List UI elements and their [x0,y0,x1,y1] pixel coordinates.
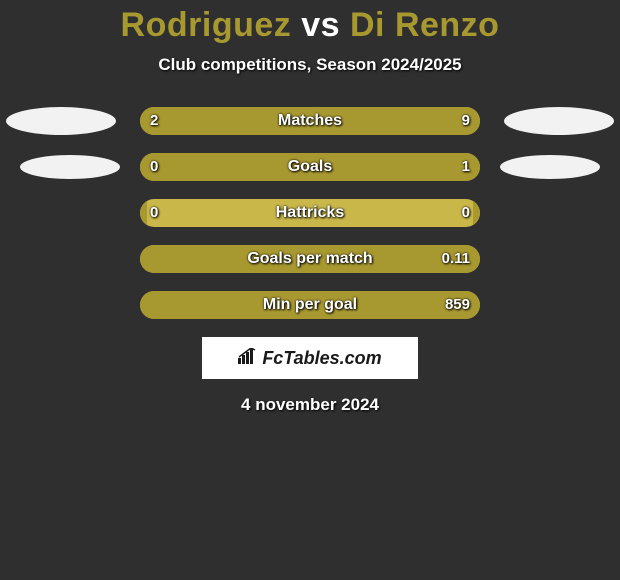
title-vs: vs [301,6,340,44]
bar-right-fill [147,245,480,273]
title-player2: Di Renzo [350,6,499,44]
bar-track [140,153,480,181]
bar-track [140,245,480,273]
brand-badge: FcTables.com [202,337,418,379]
bar-right-fill [147,153,480,181]
bar-right-fill [201,107,480,135]
player2-avatar [504,107,614,135]
bar-left-fill [140,153,147,181]
stat-row: 0.11Goals per match [0,245,620,273]
bar-left-fill [140,291,147,319]
right-value: 9 [462,107,470,135]
bar-track [140,291,480,319]
stat-row: 01Goals [0,153,620,181]
chart-icon [238,337,258,379]
right-value: 859 [445,291,470,319]
left-value: 2 [150,107,158,135]
right-value: 0 [462,199,470,227]
comparison-infographic: Rodriguez vs Di Renzo Club competitions,… [0,0,620,580]
bar-track [140,199,480,227]
stat-row: 29Matches [0,107,620,135]
title-player1: Rodriguez [121,6,292,44]
left-value: 0 [150,153,158,181]
right-value: 0.11 [442,245,470,273]
player1-avatar [6,107,116,135]
bar-right-fill [147,291,480,319]
brand-text: FcTables.com [262,348,381,368]
player2-avatar [500,155,600,179]
bar-left-fill [140,245,147,273]
stat-row: 859Min per goal [0,291,620,319]
bar-right-fill [473,199,480,227]
comparison-chart: 29Matches01Goals00Hattricks0.11Goals per… [0,107,620,319]
right-value: 1 [462,153,470,181]
subtitle: Club competitions, Season 2024/2025 [0,55,620,75]
date-text: 4 november 2024 [0,395,620,415]
bar-left-fill [140,199,147,227]
page-title: Rodriguez vs Di Renzo [0,0,620,45]
bar-track [140,107,480,135]
player1-avatar [20,155,120,179]
left-value: 0 [150,199,158,227]
stat-row: 00Hattricks [0,199,620,227]
